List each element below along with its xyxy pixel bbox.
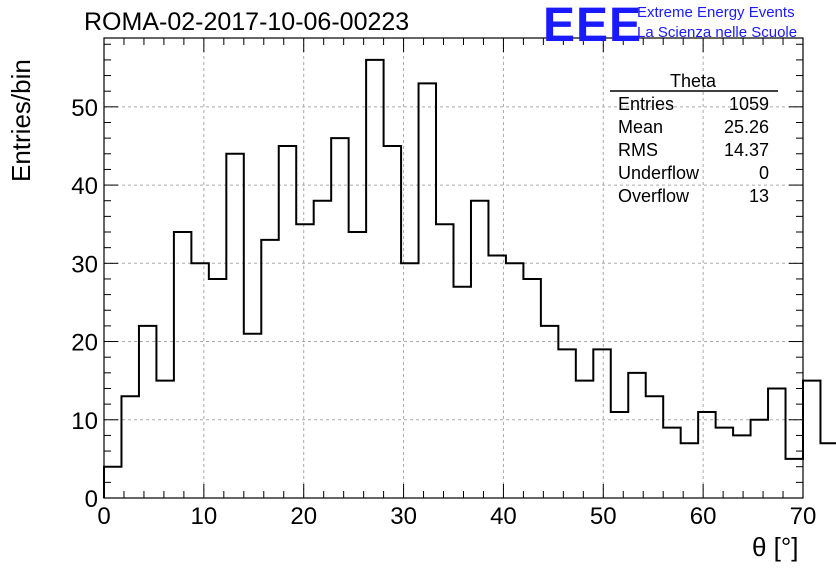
histogram-bin — [681, 443, 698, 498]
stats-value-rms: 14.37 — [724, 140, 769, 160]
histogram-bin — [558, 349, 575, 498]
histogram-bin — [436, 224, 453, 498]
x-tick-label: 40 — [490, 503, 517, 530]
histogram-bin — [366, 60, 383, 498]
org-name-line1: Extreme Energy Events — [637, 4, 795, 21]
y-tick-label: 40 — [71, 173, 98, 200]
org-name-line2: La Scienza nelle Scuole — [637, 24, 798, 41]
x-tick-label: 10 — [191, 503, 218, 530]
x-tick-label: 20 — [290, 503, 317, 530]
histogram-bin — [279, 146, 296, 498]
y-tick-label: 20 — [71, 330, 98, 357]
y-tick-label: 30 — [71, 251, 98, 278]
plot-frame — [103, 37, 804, 499]
y-tick-label: 0 — [85, 486, 98, 513]
histogram-bin — [593, 349, 610, 498]
histogram-bin — [716, 428, 733, 498]
x-tick-label: 30 — [390, 503, 417, 530]
histogram-bin — [488, 255, 505, 498]
histogram-bin — [156, 381, 173, 498]
histogram-bin — [139, 326, 156, 498]
histogram-bin — [698, 412, 715, 498]
stats-value-entries: 1059 — [729, 94, 769, 114]
y-tick-label: 50 — [71, 95, 98, 122]
stats-label-entries: Entries — [618, 94, 674, 114]
histogram-bin — [803, 381, 820, 498]
histogram-bin — [401, 263, 418, 498]
stats-value-underflow: 0 — [759, 163, 769, 183]
histogram-bin — [331, 138, 348, 498]
stats-value-overflow: 13 — [749, 186, 769, 206]
histogram-bin — [314, 201, 331, 498]
x-tick-label: 60 — [690, 503, 717, 530]
stats-label-underflow: Underflow — [618, 163, 700, 183]
stats-label-overflow: Overflow — [618, 186, 690, 206]
x-tick-label: 70 — [790, 503, 817, 530]
histogram-bin — [419, 83, 436, 498]
histogram-bin — [820, 443, 836, 498]
histogram-bin — [628, 373, 645, 498]
y-axis-label: Entries/bin — [6, 59, 36, 182]
stats-value-mean: 25.26 — [724, 117, 769, 137]
histogram-bin — [768, 388, 785, 498]
histogram-bin — [384, 146, 401, 498]
histogram-bin — [663, 428, 680, 498]
histogram-bin — [174, 232, 191, 498]
histogram-bin — [454, 287, 471, 498]
histogram-bin — [191, 263, 208, 498]
histogram-bin — [121, 396, 138, 498]
histogram-bin — [786, 459, 803, 498]
x-tick-label: 50 — [590, 503, 617, 530]
histogram-bin — [244, 334, 261, 498]
histogram-bin — [261, 240, 278, 498]
eee-logo: EEE — [543, 0, 643, 52]
histogram-bin — [576, 381, 593, 498]
stats-label-rms: RMS — [618, 140, 658, 160]
histogram-bin — [226, 154, 243, 498]
histogram-bin — [349, 232, 366, 498]
x-tick-label: 0 — [97, 503, 110, 530]
stats-box-title: Theta — [670, 71, 717, 91]
x-axis-label: θ [°] — [752, 532, 799, 562]
histogram-bin — [646, 396, 663, 498]
histogram-bin — [733, 435, 750, 498]
histogram-bin — [751, 420, 768, 498]
histogram-bin — [541, 326, 558, 498]
histogram-bin — [506, 263, 523, 498]
histogram-bin — [104, 467, 121, 498]
histogram-bin — [611, 412, 628, 498]
run-title: ROMA-02-2017-10-06-00223 — [84, 8, 410, 36]
stats-label-mean: Mean — [618, 117, 663, 137]
histogram-bin — [209, 279, 226, 498]
histogram-bin — [471, 201, 488, 498]
histogram-bin — [523, 279, 540, 498]
histogram-bin — [296, 224, 313, 498]
y-tick-label: 10 — [71, 408, 98, 435]
